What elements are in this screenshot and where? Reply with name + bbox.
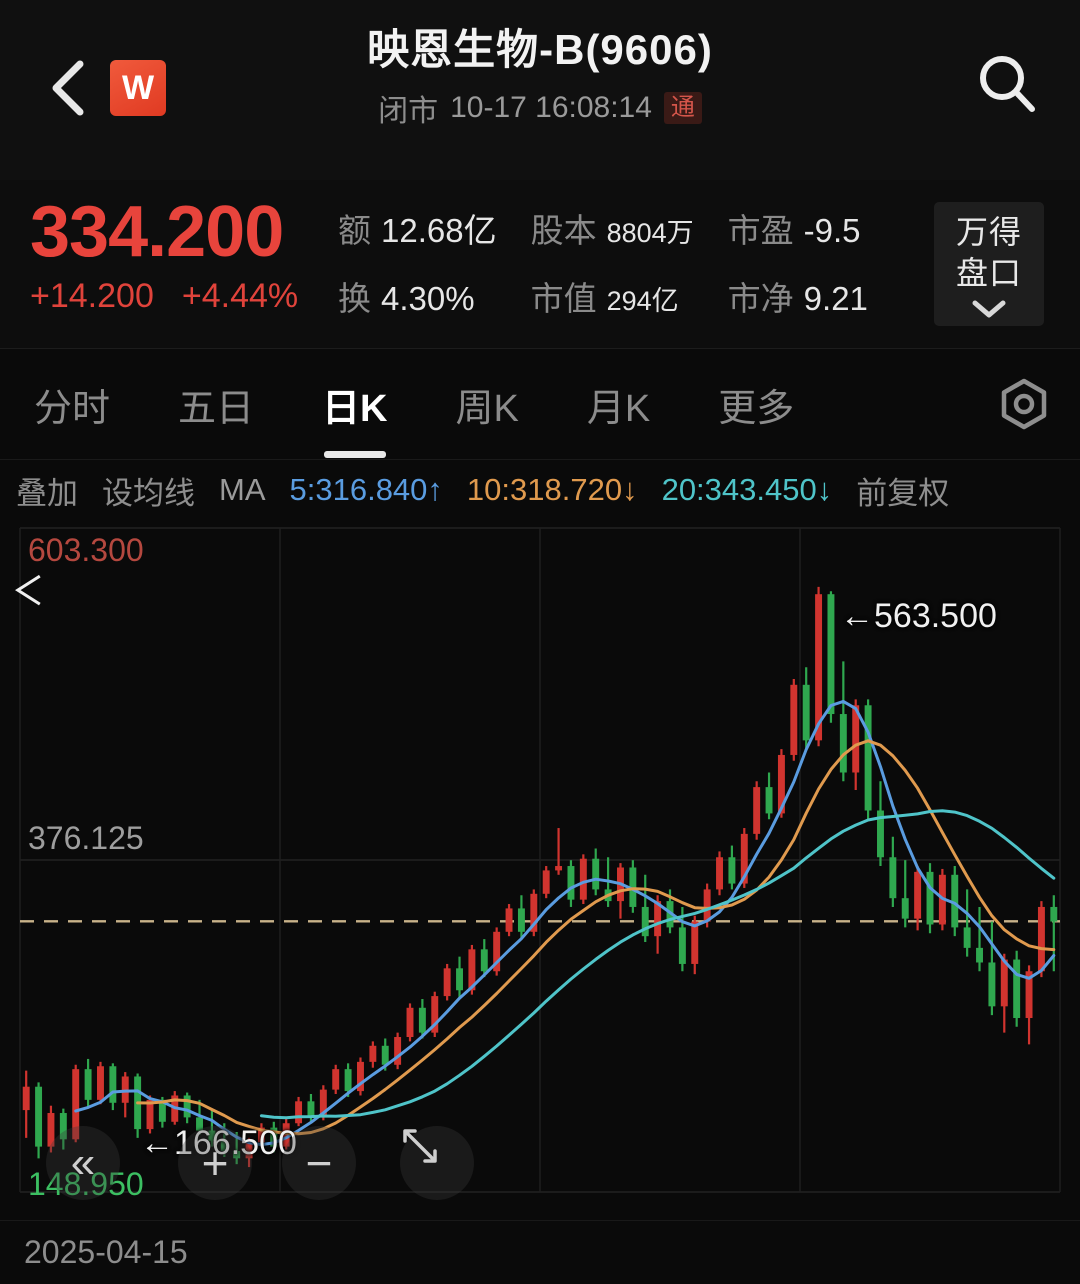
- wind-logo-letter: W: [121, 69, 155, 107]
- stat-value: 12.68亿: [381, 212, 497, 249]
- stat-key: 额: [338, 212, 371, 249]
- stat-value: -9.5: [803, 212, 861, 249]
- tab-label: 日K: [322, 387, 388, 430]
- stats-grid: 额 12.68亿 股本 8804万 市盈 -9.5 换 4.30% 市值 294…: [338, 204, 868, 320]
- candlestick-chart[interactable]: 603.300 376.125 148.950 ←563.500 ←166.50…: [0, 520, 1080, 1220]
- change-percent: +4.44%: [181, 277, 299, 316]
- page-title: 映恩生物-B(9606): [367, 26, 713, 73]
- wind-logo[interactable]: W: [110, 60, 166, 116]
- chevron-left-icon: [52, 60, 84, 116]
- orderbook-label-line2: 盘口: [955, 254, 1022, 291]
- expand-icon: [403, 1129, 437, 1163]
- market-status-line: 闭市 10-17 16:08:14 通: [0, 86, 1080, 130]
- stat-share-capital: 股本 8804万: [531, 204, 694, 252]
- ma-label: MA: [219, 472, 266, 507]
- ma5-value: 5:316.840↑: [289, 472, 443, 507]
- last-price: 334.200: [30, 192, 284, 272]
- status-badge: 通: [663, 92, 702, 125]
- stat-turnover-amount: 额 12.68亿: [338, 204, 497, 252]
- tab-five-day[interactable]: 五日: [178, 377, 254, 432]
- stat-key: 市净: [727, 280, 794, 317]
- stat-turnover-rate: 换 4.30%: [338, 272, 497, 320]
- start-date-label: 2025-04-15: [24, 1234, 188, 1270]
- change-absolute: +14.200: [30, 277, 154, 316]
- tab-label: 五日: [178, 387, 255, 430]
- quote-panel: 334.200 +14.200 +4.44% 额 12.68亿 股本 8804万…: [0, 180, 1080, 349]
- adjustment-button[interactable]: 前复权: [856, 475, 950, 511]
- tab-daily-k[interactable]: 日K: [322, 377, 388, 458]
- price-block: 334.200 +14.200 +4.44%: [30, 192, 298, 316]
- chart-controls: « + −: [0, 1126, 1080, 1212]
- quote-timestamp: 10-17 16:08:14: [450, 91, 652, 125]
- stat-value: 8804万: [606, 218, 694, 248]
- ma10-value: 10:318.720↓: [466, 472, 638, 507]
- tab-intraday[interactable]: 分时: [34, 377, 110, 432]
- title-block: 映恩生物-B(9606) 闭市 10-17 16:08:14 通: [0, 26, 1080, 130]
- zoom-out-button[interactable]: −: [282, 1126, 356, 1200]
- app-header: W 映恩生物-B(9606) 闭市 10-17 16:08:14 通: [0, 0, 1080, 180]
- fullscreen-button[interactable]: [400, 1126, 474, 1200]
- overlay-button[interactable]: 叠加: [16, 475, 78, 511]
- prev-page-glyph: «: [70, 1138, 96, 1187]
- tab-label: 月K: [586, 387, 651, 430]
- stat-key: 市值: [530, 280, 597, 317]
- search-icon: [980, 56, 1035, 112]
- tab-monthly-k[interactable]: 月K: [587, 377, 650, 432]
- tab-label: 分时: [34, 387, 111, 430]
- search-button[interactable]: [974, 52, 1040, 118]
- stat-key: 换: [338, 280, 371, 317]
- orderbook-label-line1: 万得: [955, 214, 1022, 250]
- market-status: 闭市: [378, 95, 439, 129]
- stat-key: 股本: [530, 212, 597, 249]
- stat-value: 9.21: [803, 280, 868, 317]
- wind-orderbook-button[interactable]: 万得 盘口: [934, 202, 1044, 326]
- stat-key: 市盈: [727, 212, 794, 249]
- prev-page-button[interactable]: «: [46, 1126, 120, 1200]
- chevron-down-icon: [969, 298, 1009, 325]
- tab-weekly-k[interactable]: 周K: [455, 377, 518, 432]
- zoom-in-button[interactable]: +: [178, 1126, 252, 1200]
- set-ma-button[interactable]: 设均线: [102, 475, 195, 511]
- stat-market-cap: 市值 294亿: [531, 272, 694, 320]
- tab-more[interactable]: 更多: [718, 377, 794, 432]
- tab-label: 更多: [718, 387, 795, 430]
- zoom-in-glyph: +: [201, 1137, 229, 1189]
- stat-value: 294亿: [606, 286, 679, 316]
- stat-pb-ratio: 市净 9.21: [728, 272, 868, 320]
- chart-settings-button[interactable]: [996, 376, 1052, 432]
- chart-period-tabs: 分时 五日 日K 周K 月K 更多: [0, 349, 1080, 460]
- indicator-bar: 叠加 设均线 MA 5:316.840↑ 10:318.720↓ 20:343.…: [0, 460, 1080, 520]
- chart-date-axis: 2025-04-15: [0, 1220, 1080, 1284]
- back-button[interactable]: [48, 58, 88, 118]
- gear-icon: [1001, 378, 1047, 430]
- ma20-value: 20:343.450↓: [661, 472, 833, 507]
- stat-value: 4.30%: [381, 280, 475, 317]
- stat-pe-ratio: 市盈 -9.5: [728, 204, 868, 252]
- zoom-out-glyph: −: [305, 1137, 333, 1189]
- tab-label: 周K: [455, 387, 519, 430]
- active-tab-indicator: [323, 450, 386, 458]
- chart-canvas: [15, 527, 1061, 1193]
- price-change-row: +14.200 +4.44%: [30, 277, 298, 316]
